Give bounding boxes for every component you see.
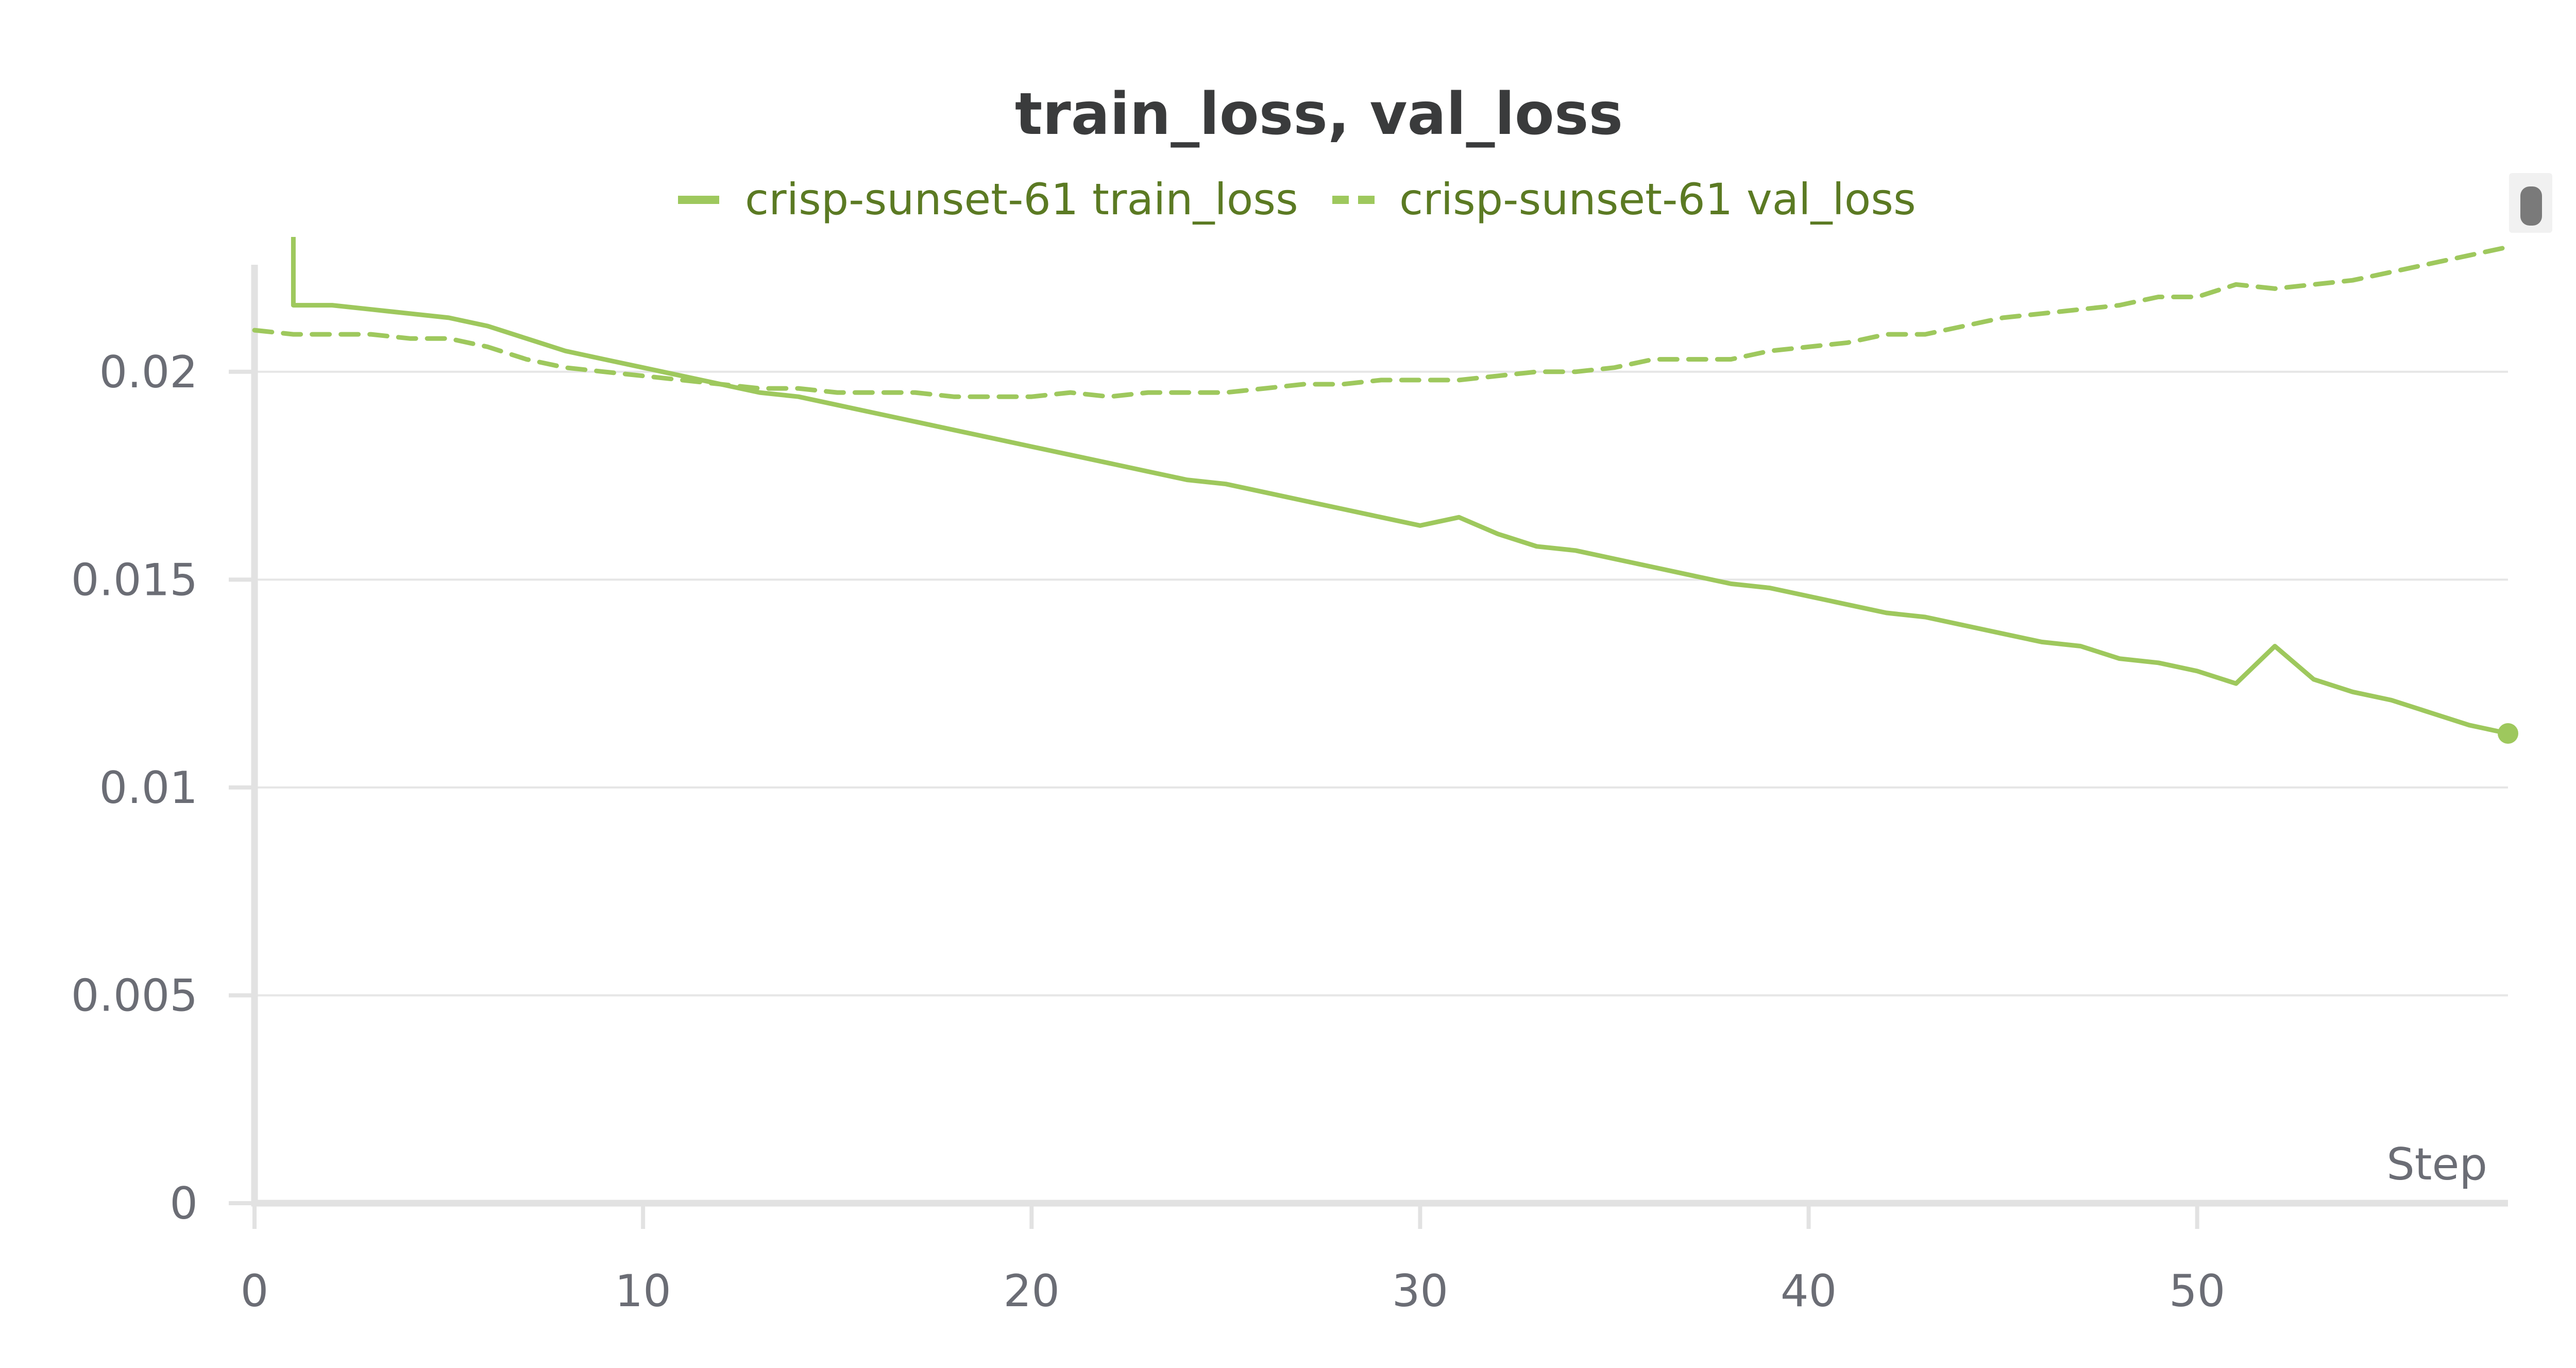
y-tick-labels: 0 0.005 0.01 0.015 0.02 [71,347,198,1229]
legend-label-train-loss: crisp-sunset-61 train_loss [745,174,1298,225]
y-tick-label: 0.02 [99,347,198,398]
tick-marks [229,369,2199,1229]
chart-edge-handle[interactable] [2509,173,2552,233]
x-tick-labels: 0 10 20 30 40 50 [241,1266,2226,1317]
series-line-train-loss [291,303,2511,736]
y-tick-label: 0.015 [71,554,198,606]
x-tick-label: 20 [1004,1266,1060,1317]
legend: crisp-sunset-61 train_loss crisp-sunset-… [678,174,1916,225]
legend-label-val-loss: crisp-sunset-61 val_loss [1399,174,1916,225]
gridlines [255,370,2508,997]
y-tick-label: 0.005 [71,970,198,1021]
x-tick-label: 40 [1781,1266,1837,1317]
chart-title: train_loss, val_loss [1015,81,1623,148]
series-line-val-loss [252,245,2511,399]
axes [251,265,2508,1207]
x-tick-label: 50 [2169,1266,2225,1317]
x-tick-label: 10 [615,1266,671,1317]
x-axis-label: Step [2386,1139,2487,1190]
x-tick-label: 0 [241,1266,269,1317]
edge-handle-knob [2520,186,2542,226]
series-group [252,237,2518,744]
x-tick-label: 30 [1392,1266,1448,1317]
y-tick-label: 0 [170,1178,198,1229]
y-tick-label: 0.01 [99,762,198,814]
train-loss-last-point [2498,723,2518,744]
